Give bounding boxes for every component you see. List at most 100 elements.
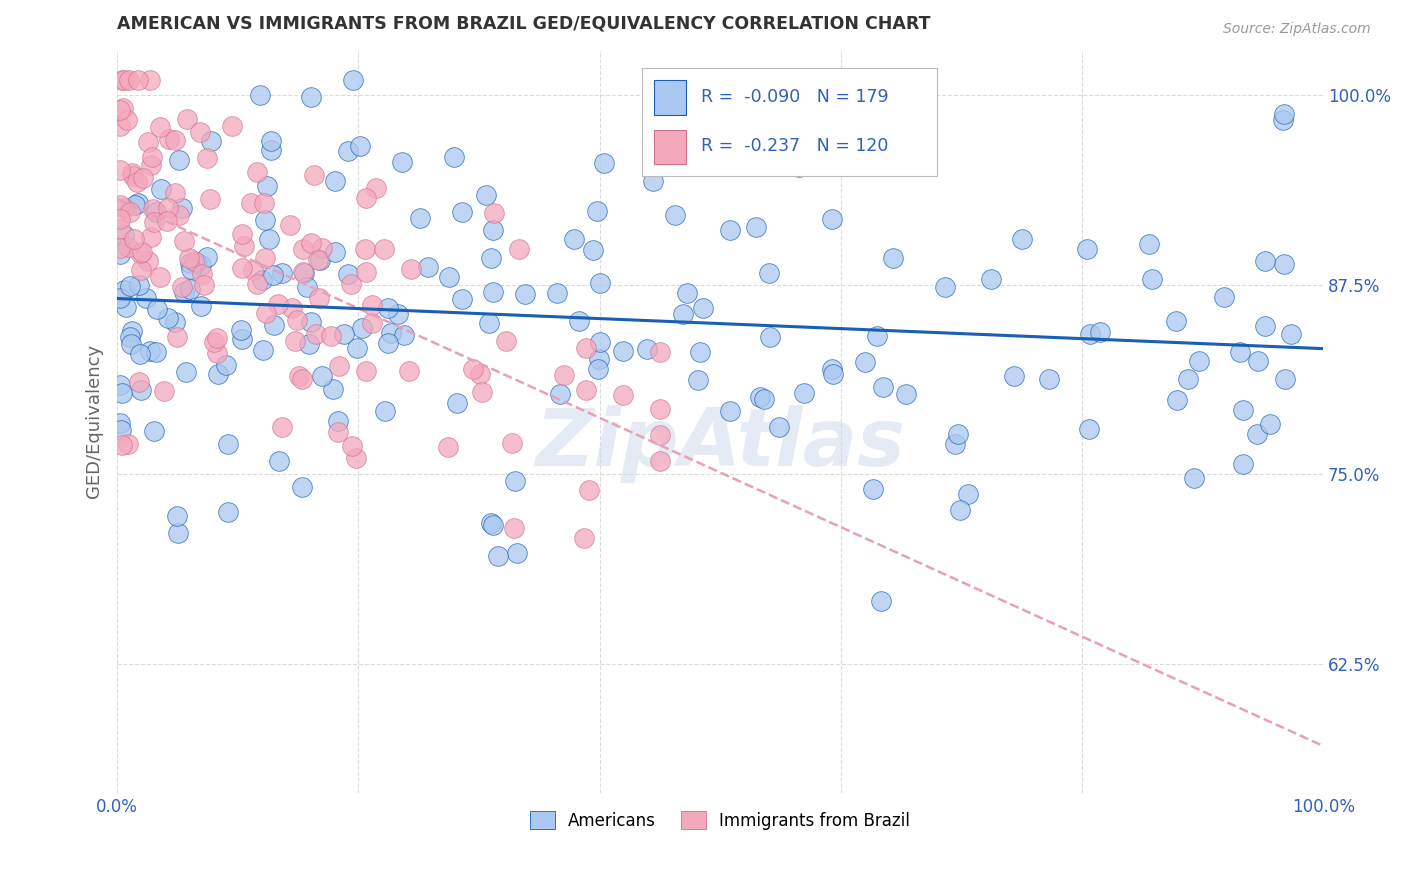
Point	[676, 285, 699, 300]
Point	[110, 423, 132, 437]
Point	[179, 282, 201, 296]
Point	[183, 253, 205, 268]
Point	[141, 150, 163, 164]
Point	[127, 73, 149, 87]
Point	[142, 202, 165, 216]
Point	[304, 168, 326, 182]
Point	[173, 285, 195, 300]
Point	[138, 343, 160, 358]
Point	[309, 252, 332, 267]
Point	[190, 267, 212, 281]
Point	[332, 327, 354, 342]
Point	[503, 474, 526, 488]
Point	[321, 328, 343, 343]
Point	[479, 516, 502, 530]
Point	[177, 251, 200, 265]
Point	[689, 345, 711, 359]
Point	[956, 486, 979, 500]
Point	[787, 160, 810, 174]
Point	[506, 545, 529, 559]
Point	[1232, 403, 1254, 417]
Point	[299, 90, 322, 104]
Point	[108, 211, 131, 226]
Point	[205, 345, 228, 359]
Point	[263, 318, 285, 333]
Point	[468, 368, 491, 382]
Point	[648, 345, 671, 359]
Point	[122, 231, 145, 245]
Point	[165, 315, 187, 329]
Point	[108, 222, 131, 236]
Point	[418, 260, 440, 274]
Point	[1274, 371, 1296, 385]
Point	[108, 378, 131, 392]
Point	[260, 134, 283, 148]
Point	[118, 278, 141, 293]
Point	[1038, 372, 1060, 386]
Point	[150, 182, 173, 196]
Point	[323, 245, 346, 260]
Point	[257, 232, 280, 246]
Point	[946, 427, 969, 442]
Point	[495, 334, 517, 348]
Point	[612, 388, 634, 402]
Point	[118, 73, 141, 87]
Point	[1254, 318, 1277, 333]
Point	[170, 201, 193, 215]
Point	[141, 229, 163, 244]
Point	[336, 145, 359, 159]
Point	[139, 73, 162, 87]
Point	[648, 402, 671, 417]
Point	[589, 276, 612, 290]
Point	[231, 332, 253, 346]
Point	[254, 251, 277, 265]
Point	[1166, 393, 1188, 408]
Point	[1078, 327, 1101, 342]
Point	[145, 204, 167, 219]
Point	[328, 359, 350, 374]
Point	[486, 549, 509, 563]
Point	[350, 321, 373, 335]
Point	[231, 261, 253, 276]
Point	[387, 307, 409, 321]
Point	[190, 258, 212, 272]
Point	[143, 424, 166, 438]
Point	[391, 154, 413, 169]
Point	[249, 87, 271, 102]
Point	[129, 263, 152, 277]
Point	[128, 245, 150, 260]
Point	[145, 344, 167, 359]
Point	[550, 387, 572, 401]
Point	[267, 296, 290, 310]
Point	[1272, 112, 1295, 127]
Point	[108, 103, 131, 118]
Point	[1247, 353, 1270, 368]
Point	[349, 139, 371, 153]
Point	[862, 483, 884, 497]
Point	[252, 343, 274, 357]
Point	[128, 346, 150, 360]
Point	[678, 73, 700, 87]
Point	[112, 228, 135, 243]
Point	[299, 235, 322, 250]
Point	[166, 330, 188, 344]
Point	[443, 150, 465, 164]
Point	[271, 420, 294, 434]
Point	[980, 272, 1002, 286]
Point	[229, 323, 252, 337]
Point	[934, 279, 956, 293]
Point	[1137, 237, 1160, 252]
Point	[328, 414, 350, 428]
Point	[221, 120, 243, 134]
Point	[124, 198, 146, 212]
Point	[758, 266, 780, 280]
Point	[292, 242, 315, 256]
Point	[398, 364, 420, 378]
Point	[284, 334, 307, 348]
Point	[231, 227, 253, 241]
Point	[179, 256, 201, 270]
Point	[121, 166, 143, 180]
Point	[377, 301, 399, 315]
Point	[167, 153, 190, 167]
Point	[1212, 290, 1234, 304]
